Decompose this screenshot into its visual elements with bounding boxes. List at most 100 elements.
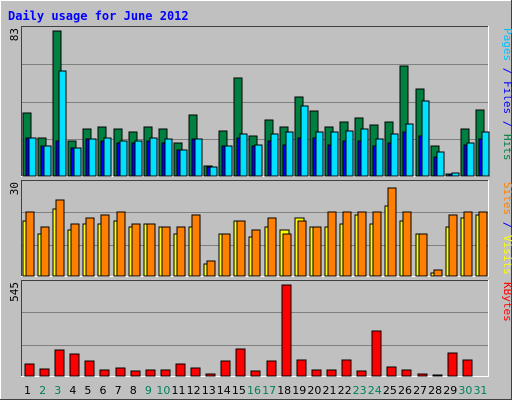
bar-kbytes-day-10 <box>160 369 171 377</box>
bar-pages-day-21 <box>330 131 339 177</box>
bar-kbytes-day-19 <box>296 359 307 377</box>
bar-sites-day-26 <box>402 211 412 277</box>
bar-pages-day-12 <box>194 138 203 177</box>
bar-sites-day-8 <box>131 223 141 277</box>
day-label-24: 24 <box>368 384 382 397</box>
bar-pages-day-9 <box>149 137 158 177</box>
bar-sites-day-22 <box>342 211 352 277</box>
bar-kbytes-day-20 <box>311 369 322 377</box>
day-label-10: 10 <box>156 384 170 397</box>
bar-kbytes-day-11 <box>175 363 186 377</box>
bar-sites-day-28 <box>433 269 443 277</box>
day-label-6: 6 <box>100 384 107 397</box>
bar-pages-day-3 <box>58 70 67 177</box>
bar-kbytes-day-29 <box>447 352 458 377</box>
day-label-9: 9 <box>145 384 152 397</box>
panel-legend: Pages / Files / Hits <box>501 28 512 161</box>
bar-kbytes-day-24 <box>371 330 382 377</box>
panel-legend: Sites / Visits <box>501 182 512 275</box>
day-label-25: 25 <box>383 384 397 397</box>
bar-sites-day-7 <box>116 211 126 277</box>
bar-pages-day-18 <box>285 131 294 177</box>
bar-sites-day-14 <box>221 233 231 277</box>
bar-pages-day-29 <box>451 172 460 177</box>
bar-kbytes-day-15 <box>235 348 246 377</box>
bar-pages-day-11 <box>179 149 188 177</box>
day-label-2: 2 <box>39 384 46 397</box>
bar-sites-day-27 <box>418 233 428 277</box>
bar-sites-day-11 <box>176 226 186 277</box>
bar-pages-day-2 <box>43 145 52 177</box>
day-label-4: 4 <box>69 384 76 397</box>
bar-kbytes-day-5 <box>84 360 95 377</box>
bar-pages-day-6 <box>103 137 112 177</box>
bar-sites-day-30 <box>463 211 473 277</box>
bar-kbytes-day-28 <box>432 374 443 377</box>
bar-pages-day-30 <box>466 142 475 177</box>
bar-pages-day-17 <box>270 133 279 177</box>
panel-kbytes: 545 KBytes <box>8 280 512 377</box>
bar-pages-day-5 <box>88 138 97 177</box>
bar-kbytes-day-26 <box>401 369 412 377</box>
day-label-22: 22 <box>338 384 352 397</box>
bar-kbytes-day-7 <box>115 367 126 377</box>
bar-kbytes-day-6 <box>99 369 110 377</box>
day-label-13: 13 <box>202 384 216 397</box>
bar-kbytes-day-18 <box>281 284 292 377</box>
bar-pages-day-4 <box>73 147 82 177</box>
day-label-12: 12 <box>187 384 201 397</box>
bar-kbytes-day-21 <box>326 369 337 377</box>
bar-kbytes-day-27 <box>417 373 428 377</box>
day-label-21: 21 <box>322 384 336 397</box>
bar-pages-day-24 <box>375 138 384 177</box>
day-label-31: 31 <box>473 384 487 397</box>
day-label-19: 19 <box>292 384 306 397</box>
panel-max-label: 83 <box>8 28 21 41</box>
bar-sites-day-16 <box>251 229 261 277</box>
legend-entry: Hits <box>501 134 512 161</box>
bar-sites-day-5 <box>85 217 95 277</box>
bar-kbytes-day-14 <box>220 360 231 377</box>
legend-entry: Visits <box>501 235 512 275</box>
bar-pages-day-13 <box>209 166 218 177</box>
legend-entry: Sites <box>501 182 512 215</box>
day-label-27: 27 <box>413 384 427 397</box>
day-label-3: 3 <box>54 384 61 397</box>
day-label-7: 7 <box>115 384 122 397</box>
bar-kbytes-day-9 <box>145 369 156 377</box>
bar-pages-day-7 <box>119 140 128 177</box>
bar-pages-day-20 <box>315 131 324 177</box>
day-label-17: 17 <box>262 384 276 397</box>
day-label-11: 11 <box>172 384 186 397</box>
bar-pages-day-1 <box>28 137 37 177</box>
bar-pages-day-26 <box>405 123 414 177</box>
day-label-8: 8 <box>130 384 137 397</box>
day-label-20: 20 <box>307 384 321 397</box>
bar-sites-day-9 <box>146 223 156 277</box>
bar-kbytes-day-17 <box>266 360 277 377</box>
bar-sites-day-13 <box>206 260 216 277</box>
day-label-18: 18 <box>277 384 291 397</box>
day-axis: 1 2 3 4 5 6 7 8 9 10 11 12 13 14 15 16 17 18 19 20 21 22 23 24 2… <box>24 384 487 397</box>
bar-pages-day-23 <box>360 128 369 177</box>
bar-sites-day-4 <box>70 223 80 277</box>
bar-pages-day-31 <box>481 131 490 177</box>
day-label-28: 28 <box>428 384 442 397</box>
bar-pages-day-22 <box>345 130 354 177</box>
bar-sites-day-31 <box>478 211 488 277</box>
chart-panels: 83 Pages / Files / Hits 30 Sites / Visits 54… <box>8 26 512 377</box>
bar-pages-day-14 <box>224 145 233 177</box>
bar-kbytes-day-13 <box>205 373 216 377</box>
bar-kbytes-day-3 <box>54 349 65 377</box>
day-label-14: 14 <box>217 384 231 397</box>
legend-entry: Files <box>501 81 512 114</box>
bar-pages-day-8 <box>134 140 143 177</box>
bar-kbytes-day-22 <box>341 359 352 377</box>
bar-sites-day-3 <box>55 199 65 277</box>
day-label-5: 5 <box>84 384 91 397</box>
bar-kbytes-day-2 <box>39 368 50 377</box>
panel-visits-sites: 30 Sites / Visits <box>8 180 512 277</box>
day-label-1: 1 <box>24 384 31 397</box>
bar-pages-day-16 <box>254 144 263 177</box>
